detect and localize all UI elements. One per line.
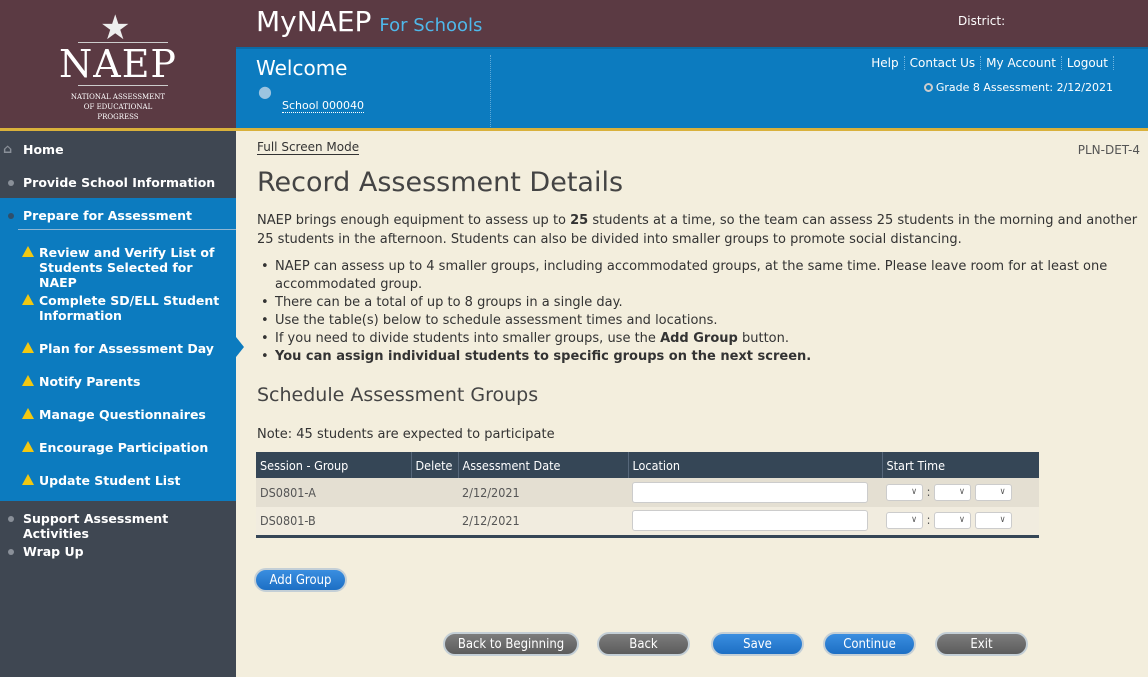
divider [78, 42, 168, 43]
star-icon: ★ [100, 8, 131, 48]
naep-logo: ★ NAEP NATIONAL ASSESSMENT OF EDUCATIONAL… [0, 0, 236, 130]
sidebar-subitem-review-verify[interactable]: Review and Verify List of Students Selec… [22, 245, 232, 290]
back-to-beginning-button[interactable]: Back to Beginning [443, 632, 579, 656]
welcome-heading: Welcome [256, 56, 348, 80]
home-icon: ⌂ [3, 141, 12, 156]
divider [490, 55, 491, 127]
district-label: District: [958, 14, 1006, 28]
time-separator: : [926, 484, 931, 499]
minute-select[interactable]: ∨ [933, 484, 971, 501]
sidebar-item-support-assessment[interactable]: Support Assessment Activities [0, 511, 236, 541]
sidebar-subitem-notify-parents[interactable]: Notify Parents [22, 374, 232, 389]
location-input[interactable] [632, 482, 868, 503]
user-icon: ● [258, 82, 272, 101]
list-item: Use the table(s) below to schedule asses… [261, 312, 1121, 330]
warning-icon [22, 375, 34, 386]
warning-icon [22, 408, 34, 419]
time-separator: : [926, 512, 931, 528]
list-item: If you need to divide students into smal… [261, 330, 1121, 348]
back-button[interactable]: Back [597, 632, 690, 656]
sidebar-subitem-plan-assessment-day[interactable]: Plan for Assessment Day [22, 341, 232, 356]
page-id: PLN-DET-4 [1077, 143, 1140, 157]
hour-select[interactable]: ∨ [886, 484, 923, 501]
sidebar-item-provide-school-information[interactable]: Provide School Information [0, 175, 236, 190]
my-account-link[interactable]: My Account [981, 56, 1062, 70]
divider [0, 128, 1148, 131]
instructions-list: NAEP can assess up to 4 smaller groups, … [261, 258, 1121, 366]
sidebar-subitem-encourage-participation[interactable]: Encourage Participation [22, 440, 232, 455]
bullet-icon [8, 213, 14, 219]
sidebar-item-wrap-up[interactable]: Wrap Up [0, 544, 236, 559]
logo-text: NAEP [59, 42, 177, 86]
warning-icon [22, 294, 34, 305]
delete-cell [411, 507, 458, 536]
section-title: Schedule Assessment Groups [257, 384, 539, 406]
sidebar-subitem-questionnaires[interactable]: Manage Questionnaires [22, 407, 232, 422]
sidebar-item-home[interactable]: ⌂ Home [3, 141, 64, 157]
ampm-select[interactable]: ∨ [974, 484, 1012, 501]
divider [78, 85, 168, 86]
full-screen-mode-link[interactable]: Full Screen Mode [257, 140, 360, 155]
warning-icon [22, 342, 34, 353]
delete-cell [411, 478, 458, 507]
page-title: Record Assessment Details [257, 167, 624, 198]
table-row: DS0801-A 2/12/2021 ∨ : ∨ ∨ [256, 478, 1039, 507]
current-item-arrow-icon [236, 337, 244, 357]
date-cell: 2/12/2021 [458, 478, 628, 507]
logo-subtitle: NATIONAL ASSESSMENT OF EDUCATIONAL PROGRES… [70, 93, 166, 121]
bullet-icon [8, 180, 14, 186]
sidebar-item-prepare-for-assessment[interactable]: Prepare for Assessment [0, 208, 236, 223]
intro-text: NAEP brings enough equipment to assess u… [257, 213, 1138, 247]
add-group-button[interactable]: Add Group [254, 568, 347, 592]
group-cell: DS0801-B [256, 507, 411, 536]
participation-note: Note: 45 students are expected to partic… [257, 427, 555, 442]
top-bar: MyNAEP For Schools District: [236, 0, 1148, 47]
logout-link[interactable]: Logout [1062, 56, 1114, 70]
group-cell: DS0801-A [256, 478, 411, 507]
help-link[interactable]: Help [866, 56, 905, 70]
groups-table: Session - Group Delete Assessment Date L… [256, 452, 1039, 538]
column-header: Start Time [882, 452, 1039, 478]
exit-button[interactable]: Exit [935, 632, 1028, 656]
ampm-select[interactable]: ∨ [974, 512, 1012, 530]
top-links: Help Contact Us My Account Logout [866, 56, 1114, 70]
warning-icon [22, 474, 34, 485]
table-row: DS0801-B 2/12/2021 ∨ : ∨ ∨ [256, 507, 1039, 536]
save-button[interactable]: Save [711, 632, 804, 656]
date-cell: 2/12/2021 [458, 507, 628, 536]
column-header: Session - Group [256, 452, 412, 478]
sidebar: ⌂ Home Provide School Information Prepare… [0, 131, 236, 677]
list-item: You can assign individual students to sp… [261, 348, 1121, 366]
sidebar-subitem-update-student-list[interactable]: Update Student List [22, 473, 232, 488]
list-item: There can be a total of up to 8 groups i… [261, 294, 1121, 312]
list-item: NAEP can assess up to 4 smaller groups, … [261, 258, 1121, 294]
assessment-info: Grade 8 Assessment: 2/12/2021 [923, 81, 1113, 94]
warning-icon [22, 246, 34, 257]
column-header: Location [628, 452, 883, 478]
radio-icon [923, 83, 933, 92]
sidebar-subitem-sd-ell[interactable]: Complete SD/ELL Student Information [22, 293, 232, 323]
contact-us-link[interactable]: Contact Us [905, 56, 982, 70]
divider [18, 229, 236, 230]
sidebar-section-prepare: Prepare for Assessment Review and Verify… [0, 198, 236, 501]
welcome-bar: Welcome ● School 000040 Help Contact Us … [236, 47, 1148, 128]
app-title: MyNAEP For Schools [256, 5, 483, 38]
continue-button[interactable]: Continue [823, 632, 916, 656]
location-input[interactable] [632, 510, 868, 532]
bullet-icon [8, 549, 14, 555]
school-link[interactable]: School 000040 [282, 99, 365, 113]
minute-select[interactable]: ∨ [933, 512, 971, 530]
bullet-icon [8, 516, 14, 522]
column-header: Assessment Date [458, 452, 629, 478]
column-header: Delete [411, 452, 459, 478]
hour-select[interactable]: ∨ [886, 512, 923, 530]
warning-icon [22, 441, 34, 452]
